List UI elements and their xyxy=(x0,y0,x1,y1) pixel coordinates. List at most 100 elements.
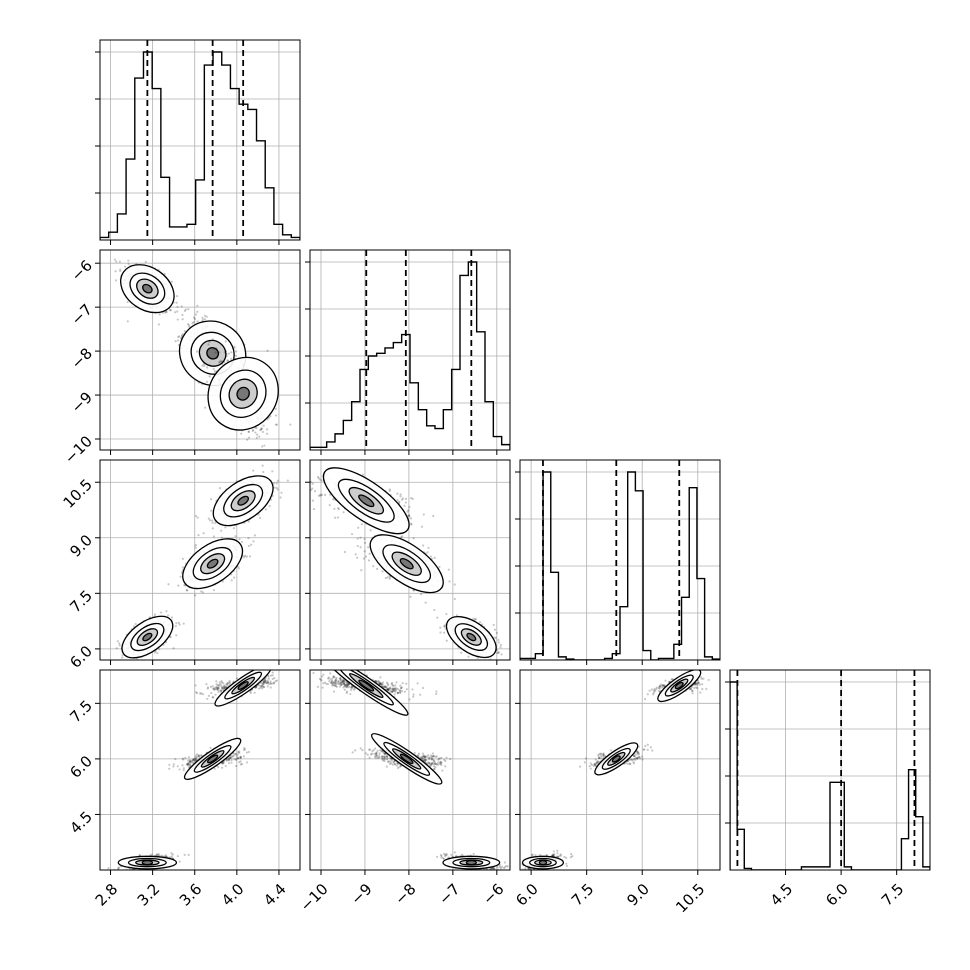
sample-point xyxy=(121,654,124,657)
sample-point xyxy=(271,470,274,473)
sample-point xyxy=(177,621,181,624)
sample-point xyxy=(499,646,502,649)
sample-point xyxy=(248,555,252,558)
sample-point xyxy=(194,758,197,761)
sample-point xyxy=(208,364,211,367)
sample-point xyxy=(261,687,264,690)
sample-point xyxy=(239,755,242,758)
sample-point xyxy=(407,509,410,512)
sample-point xyxy=(398,500,401,503)
sample-point xyxy=(227,758,230,761)
sample-point xyxy=(186,763,189,766)
sample-point xyxy=(196,310,199,313)
sample-point xyxy=(406,510,409,513)
sample-point xyxy=(232,527,236,530)
sample-point xyxy=(403,504,406,507)
sample-point xyxy=(177,335,180,339)
sample-point xyxy=(445,639,448,642)
sample-point xyxy=(445,612,448,616)
sample-point xyxy=(409,517,413,520)
sample-point xyxy=(276,488,279,491)
sample-point xyxy=(178,768,181,771)
sample-point xyxy=(188,758,192,762)
sample-point xyxy=(236,753,239,756)
sample-point xyxy=(262,685,266,689)
density-contour xyxy=(142,283,153,294)
sample-point xyxy=(222,761,225,764)
sample-point xyxy=(234,757,238,760)
sample-point xyxy=(198,755,201,758)
sample-point xyxy=(197,755,200,758)
sample-point xyxy=(313,490,317,493)
sample-point xyxy=(194,755,198,758)
sample-point xyxy=(199,754,203,757)
sample-point xyxy=(221,580,224,583)
sample-point xyxy=(174,311,177,314)
sample-point xyxy=(238,538,241,541)
sample-point xyxy=(223,361,226,364)
sample-point xyxy=(170,616,173,619)
sample-point xyxy=(243,748,246,752)
sample-point xyxy=(328,504,331,507)
sample-point xyxy=(124,663,126,665)
sample-point xyxy=(214,351,217,354)
density-contour xyxy=(206,754,219,764)
sample-point xyxy=(182,758,185,761)
sample-point xyxy=(317,477,320,480)
sample-point xyxy=(215,686,218,689)
sample-point xyxy=(255,436,258,439)
sample-point xyxy=(257,683,261,687)
sample-point xyxy=(183,584,186,587)
sample-point xyxy=(399,495,402,498)
panel-0-0 xyxy=(95,39,301,245)
sample-point xyxy=(222,762,225,765)
sample-point xyxy=(250,543,253,546)
sample-point xyxy=(221,762,224,765)
sample-point xyxy=(187,324,191,327)
sample-point xyxy=(187,762,190,765)
sample-point xyxy=(239,755,242,759)
sample-point xyxy=(177,339,180,342)
sample-point xyxy=(286,491,288,493)
sample-point xyxy=(381,570,384,573)
sample-point xyxy=(192,320,195,324)
sample-point xyxy=(357,526,360,529)
density-contour xyxy=(399,558,414,570)
sample-point xyxy=(332,498,335,501)
sample-point xyxy=(253,534,257,537)
sample-point xyxy=(165,311,168,314)
sample-point xyxy=(181,318,184,321)
sample-point xyxy=(363,550,366,553)
sample-point xyxy=(228,759,231,762)
sample-point xyxy=(208,375,211,378)
sample-point xyxy=(117,867,120,870)
sample-point xyxy=(289,423,292,426)
sample-point xyxy=(209,685,212,688)
sample-point xyxy=(181,313,184,317)
sample-point xyxy=(359,536,362,539)
panel-frame xyxy=(99,459,301,661)
sample-point xyxy=(170,280,173,283)
sample-point xyxy=(178,860,181,863)
sample-point xyxy=(460,651,463,654)
sample-point xyxy=(262,424,265,427)
sample-point xyxy=(497,651,500,655)
sample-point xyxy=(439,631,442,634)
sample-point xyxy=(226,682,229,685)
sample-point xyxy=(404,497,408,500)
sample-point xyxy=(210,509,213,512)
sample-point xyxy=(233,347,236,350)
sample-point xyxy=(235,754,238,757)
sample-point xyxy=(157,323,161,326)
sample-point xyxy=(184,756,187,760)
sample-point xyxy=(274,423,277,426)
sample-point xyxy=(472,617,475,620)
sample-point xyxy=(424,601,427,604)
sample-point xyxy=(493,628,497,631)
sample-point xyxy=(238,756,242,759)
sample-point xyxy=(404,501,408,504)
sample-point xyxy=(323,493,327,496)
sample-point xyxy=(388,489,391,493)
sample-point xyxy=(187,759,190,762)
sample-point xyxy=(153,613,157,616)
